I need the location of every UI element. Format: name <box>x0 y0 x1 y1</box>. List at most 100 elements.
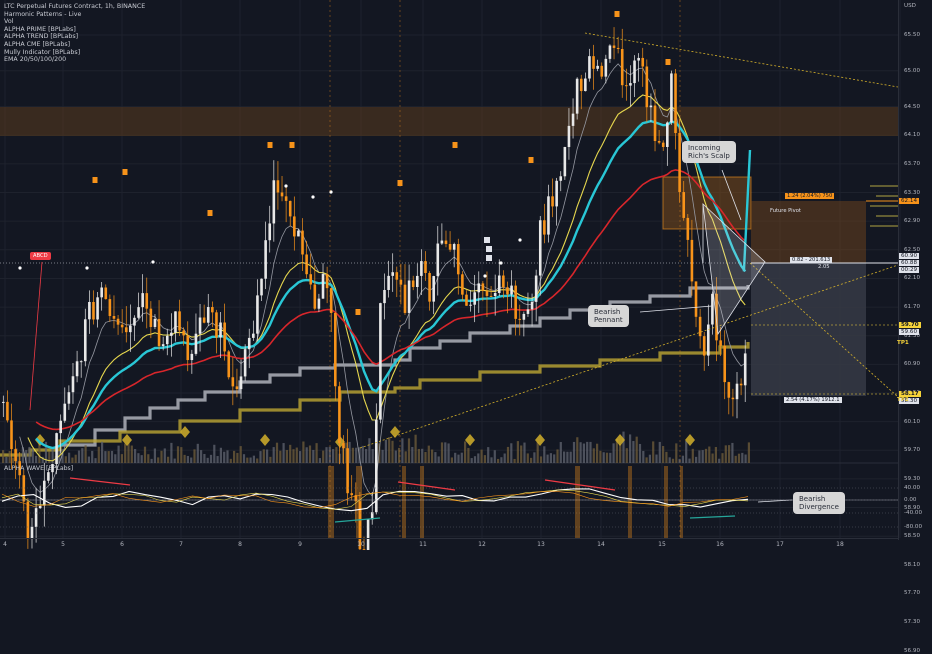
tp1-price-tag: 59.70 <box>899 322 921 328</box>
candle <box>387 275 390 290</box>
legend-line: ALPHA PRIME [BPLabs] <box>4 25 76 33</box>
candle <box>6 401 9 421</box>
candle <box>284 196 288 201</box>
x-tick: 18 <box>836 541 844 548</box>
legend-line: Mully Indicator [BPLabs] <box>4 48 81 56</box>
price-tag-orange: 62.14 <box>899 198 920 204</box>
volume-bar <box>150 458 153 463</box>
candle <box>305 254 308 275</box>
volume-bar <box>520 445 523 463</box>
volume-bar <box>355 447 358 463</box>
volume-bar <box>21 447 24 463</box>
candle <box>75 361 79 377</box>
candle <box>428 272 431 302</box>
candle <box>149 308 153 327</box>
candle <box>112 316 116 319</box>
candle <box>383 289 386 304</box>
volume-bar <box>101 441 104 463</box>
volume-bar <box>134 449 137 463</box>
volume-bar <box>312 449 315 463</box>
trendlines <box>0 0 899 538</box>
osc-highlight <box>402 466 406 538</box>
volume-bar <box>335 447 338 463</box>
candle <box>534 275 538 302</box>
volume-bar <box>160 450 163 463</box>
markers <box>18 11 671 315</box>
y-tick: 57.70 <box>904 590 921 597</box>
ema-lines <box>19 63 752 497</box>
candle <box>391 272 394 276</box>
candle <box>288 200 292 217</box>
volume-bar <box>615 438 618 463</box>
volume-bar <box>744 454 747 463</box>
candle <box>715 293 718 341</box>
candle <box>436 243 440 277</box>
candle <box>563 147 567 177</box>
candle <box>444 240 448 244</box>
pennant-callout: Bearish Pennant <box>588 305 629 327</box>
candle <box>571 113 575 126</box>
candle <box>79 361 83 363</box>
tp1b-price-tag: 59.60 <box>899 329 920 335</box>
volume-bar <box>143 446 147 463</box>
volume-bar <box>124 443 127 463</box>
osc-tick: -80.00 <box>904 524 923 530</box>
candle <box>690 239 694 282</box>
y-tick: 58.10 <box>904 561 921 568</box>
volume-bar <box>28 446 31 463</box>
candle <box>661 142 665 147</box>
volume-bar <box>170 442 173 463</box>
candle <box>223 322 226 352</box>
candle <box>293 216 296 237</box>
signal-flag <box>267 142 273 148</box>
volume-bar <box>84 445 87 463</box>
volume-bar <box>107 451 110 463</box>
candle <box>510 285 513 295</box>
signal-flag <box>614 11 620 17</box>
signal-dot <box>518 238 522 242</box>
divergence-line <box>689 515 736 519</box>
candle <box>666 122 669 147</box>
volume-bar <box>440 442 444 463</box>
volume-bar <box>292 449 295 463</box>
volume-bar <box>596 443 599 463</box>
volume-bar <box>41 456 44 463</box>
volume-bar <box>81 448 84 463</box>
candle <box>395 272 399 280</box>
time-axis[interactable]: 4 5 6 7 8 9 10 11 12 13 14 15 16 17 18 <box>0 538 898 551</box>
volume-bar <box>685 441 688 463</box>
ascending-trendline <box>359 264 899 449</box>
volume-bar <box>31 448 34 463</box>
volume-bar <box>612 443 615 463</box>
candles <box>2 27 747 550</box>
candle <box>124 327 128 333</box>
candle <box>252 333 255 338</box>
candle <box>584 78 587 92</box>
volume-bar <box>325 447 328 463</box>
volume-bar <box>681 455 684 463</box>
candle <box>133 317 136 326</box>
diamond-marker <box>535 434 545 446</box>
osc-highlight <box>575 466 580 538</box>
osc-highlight <box>664 466 668 538</box>
signal-dot <box>483 274 487 278</box>
volume-bar <box>533 452 536 463</box>
candle <box>579 78 583 92</box>
volume-bar <box>272 447 275 463</box>
y-tick: 61.70 <box>904 304 921 311</box>
volume-bar <box>513 458 516 463</box>
y-tick: 57.30 <box>904 619 921 626</box>
volume-bar <box>407 438 411 463</box>
volume-bar <box>625 448 628 463</box>
chart-canvas[interactable] <box>0 0 932 550</box>
candle <box>2 401 5 403</box>
candle <box>174 311 177 333</box>
candle <box>518 318 522 320</box>
osc-tick: 40.00 <box>904 485 921 491</box>
countdown-tag: 00:29 <box>899 267 920 273</box>
candle <box>235 386 239 390</box>
volume-bar <box>384 439 387 463</box>
volume-bar <box>490 457 493 463</box>
volume-bar <box>556 449 559 463</box>
volume-bar <box>718 458 721 463</box>
